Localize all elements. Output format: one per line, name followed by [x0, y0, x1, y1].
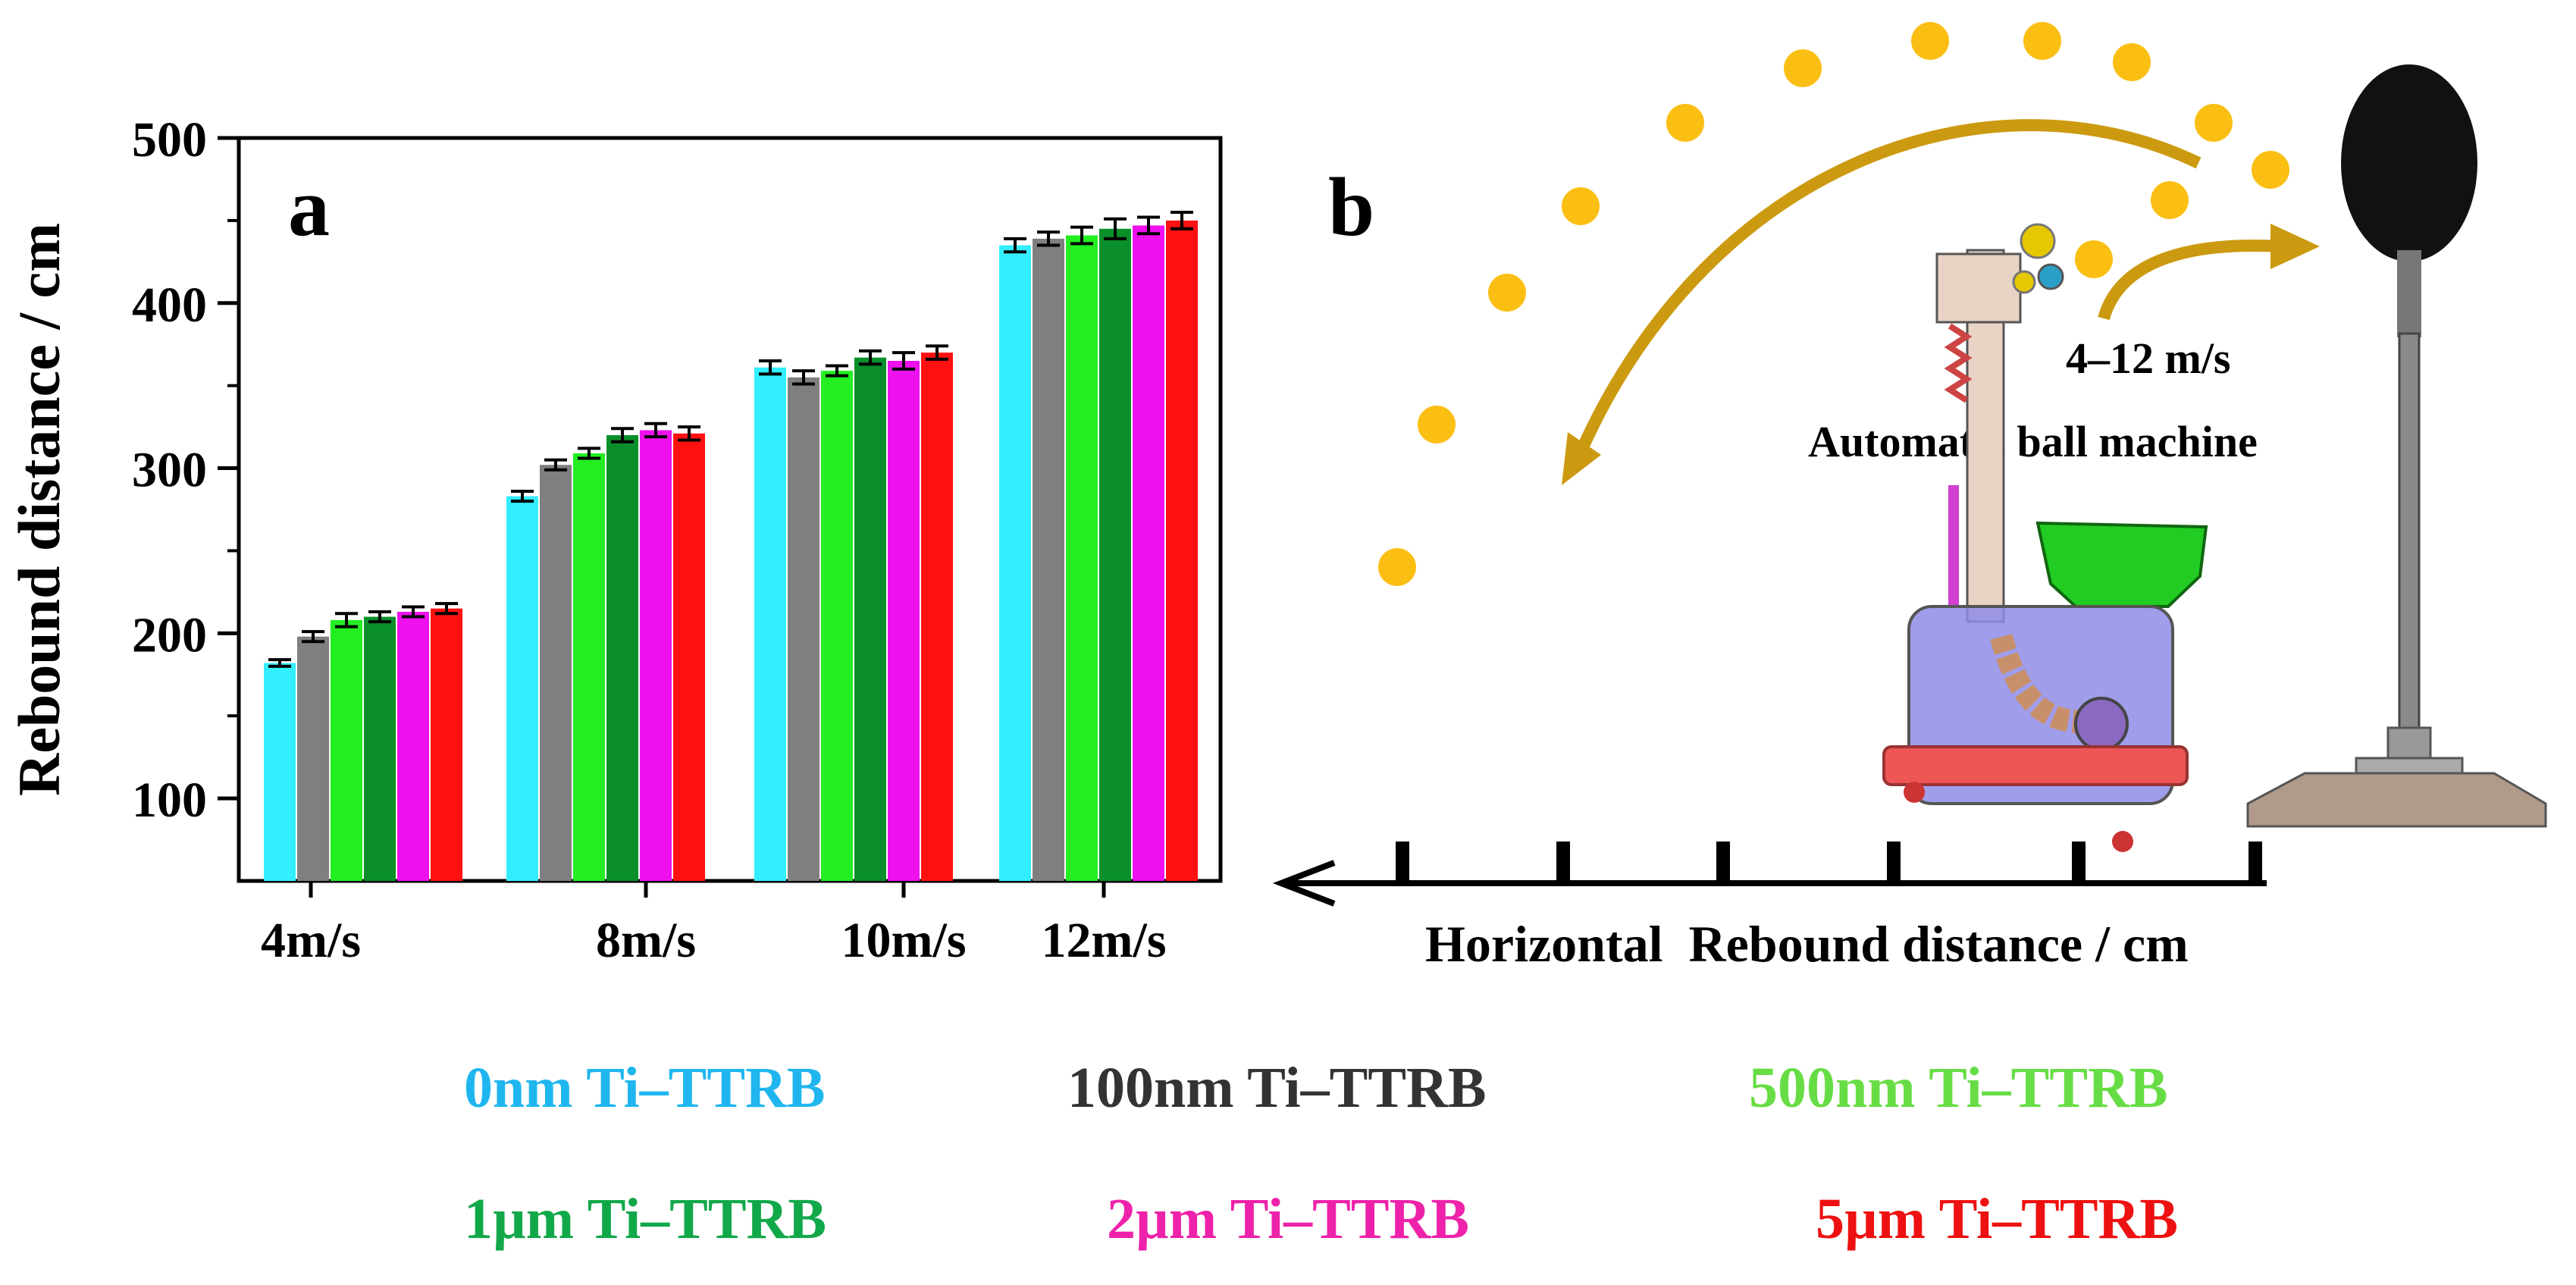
ball	[1488, 274, 1526, 312]
machine-gear	[2037, 263, 2064, 290]
distance-axis-label: Horizontal Rebound distance / cm	[1425, 915, 2189, 973]
launch-arrow	[2098, 239, 2283, 321]
machine-gear	[2020, 223, 2056, 259]
machine-caster	[1904, 782, 1925, 803]
bar	[1133, 225, 1164, 881]
machine-base	[1882, 745, 2189, 786]
y-tick-label: 400	[132, 277, 207, 333]
bar	[673, 433, 705, 881]
bar	[921, 353, 953, 882]
bars	[264, 220, 1198, 882]
legend-item-2um: 2µm Ti–TTRB	[1107, 1187, 1470, 1251]
error-bars	[268, 211, 1193, 668]
racket-handle	[2397, 250, 2421, 337]
machine-head	[1935, 252, 2022, 324]
ball	[2151, 181, 2189, 219]
panel-label-a: a	[288, 161, 330, 253]
bar	[364, 616, 396, 881]
legend-item-5um: 5µm Ti–TTRB	[1816, 1187, 2179, 1251]
launch-arrowhead	[2270, 224, 2320, 269]
ball	[2252, 151, 2289, 189]
legend-item-0nm: 0nm Ti–TTRB	[464, 1056, 826, 1120]
ball-trajectory	[1378, 22, 2289, 586]
bar	[1033, 238, 1064, 881]
machine-wheel	[2074, 697, 2129, 751]
x-tick-label: 12m/s	[1042, 913, 1167, 968]
bar	[540, 465, 572, 881]
y-axis-ticks: 100 200 300 400 500	[132, 112, 239, 828]
ball	[2113, 43, 2151, 81]
racket-blade	[2341, 64, 2477, 262]
bar	[854, 357, 886, 882]
experiment-diagram: b 4–12 m/s A	[1272, 22, 2547, 973]
legend-item-1um: 1µm Ti–TTRB	[464, 1187, 827, 1251]
plot-frame	[237, 136, 1223, 883]
bar-chart: a Rebound distance / cm 100200300400500 …	[6, 112, 1223, 968]
bar	[821, 371, 853, 882]
x-tick-label: 8m/s	[596, 913, 696, 968]
bar	[264, 663, 296, 881]
y-axis-label: Rebound distance / cm	[6, 223, 72, 796]
ball	[1666, 104, 1704, 142]
bar	[331, 619, 362, 881]
bar	[1099, 228, 1131, 881]
bar	[297, 636, 329, 881]
machine-rod	[1948, 485, 1959, 606]
distance-axis-arrowhead	[1272, 860, 1336, 907]
y-tick-label: 100	[132, 773, 207, 828]
distance-axis: Horizontal Rebound distance / cm	[1272, 842, 2267, 973]
y-tick-label: 300	[132, 443, 207, 498]
ball	[1784, 49, 1822, 87]
ball	[2023, 22, 2061, 60]
x-tick-label: 4m/s	[261, 913, 361, 968]
bar	[1166, 220, 1198, 881]
machine-caster	[2112, 831, 2133, 852]
legend-item-100nm: 100nm Ti–TTRB	[1067, 1056, 1487, 1120]
ball	[1378, 548, 1416, 586]
x-axis-tick-labels: 4m/s 8m/s 10m/s 12m/s	[261, 881, 1167, 968]
bar	[640, 430, 672, 881]
x-tick-label: 10m/s	[841, 913, 967, 968]
bar	[754, 367, 786, 881]
ball-machine-illustration	[1882, 223, 2208, 852]
y-tick-label: 500	[132, 112, 207, 168]
bar	[788, 377, 819, 881]
racket-on-stand	[2246, 64, 2547, 828]
y-tick-label: 200	[132, 607, 207, 663]
panel-label-b: b	[1328, 161, 1374, 253]
ball	[1562, 187, 1600, 225]
machine-gear	[2012, 270, 2036, 294]
machine-label: Automatic ball machine	[1808, 417, 2258, 466]
stand-base	[2246, 772, 2547, 828]
bar	[397, 612, 429, 881]
bar	[506, 496, 538, 881]
bar	[888, 361, 920, 881]
rebound-arrow	[1567, 119, 2202, 473]
ball	[1418, 406, 1456, 443]
stand-collar	[2386, 726, 2432, 760]
rebound-arrowhead	[1562, 432, 1601, 485]
bar	[431, 608, 462, 881]
ball	[2075, 240, 2113, 278]
speed-label: 4–12 m/s	[2066, 334, 2231, 383]
bar	[573, 453, 605, 881]
ball	[2195, 104, 2233, 142]
bar	[1066, 235, 1098, 881]
ball	[1911, 22, 1949, 60]
legend-item-500nm: 500nm Ti–TTRB	[1749, 1056, 2168, 1120]
stand-pole	[2398, 332, 2421, 760]
machine-spring	[1944, 323, 1973, 403]
bar	[606, 435, 638, 881]
bar	[999, 245, 1031, 881]
machine-hopper	[2035, 521, 2208, 608]
